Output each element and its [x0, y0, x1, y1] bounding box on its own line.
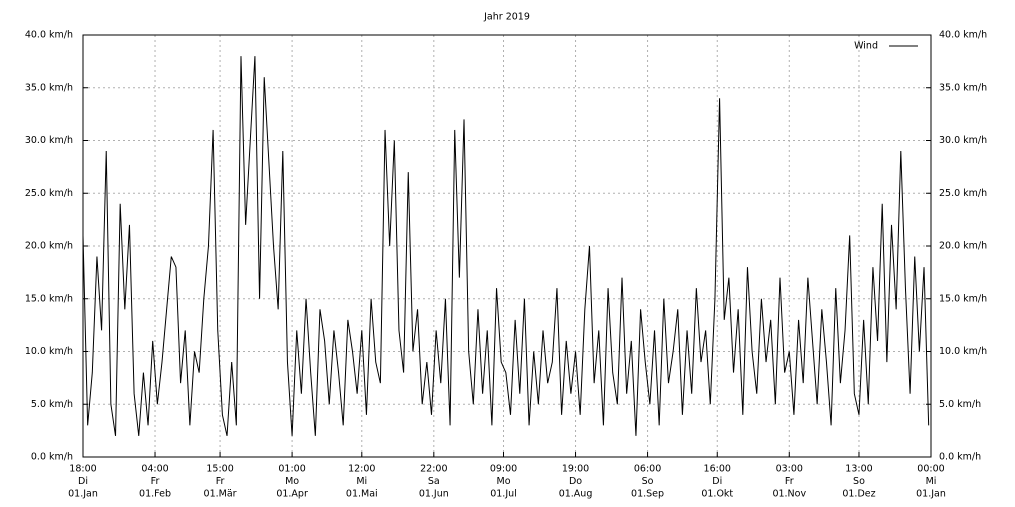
- x-tick-label: 01.Feb: [139, 489, 171, 500]
- y2-tick-label: 20.0 km/h: [939, 241, 987, 252]
- data-line: [82, 56, 930, 437]
- x-tick-label: 22:00: [420, 464, 447, 475]
- y2-tick-label: 25.0 km/h: [939, 188, 987, 199]
- x-tick-label: 01.Dez: [842, 489, 875, 500]
- y-tick-label: 0.0 km/h: [31, 452, 73, 463]
- x-tick-label: 01.Jan: [68, 489, 98, 500]
- x-tick-label: 04:00: [141, 464, 168, 475]
- x-tick-label: 01.Nov: [772, 489, 806, 500]
- y-tick-label: 35.0 km/h: [25, 82, 73, 93]
- x-tick-label: 15:00: [206, 464, 233, 475]
- y-tick-label: 25.0 km/h: [25, 188, 73, 199]
- x-tick-label: 06:00: [634, 464, 661, 475]
- y2-tick-label: 40.0 km/h: [939, 30, 987, 41]
- y-tick-label: 15.0 km/h: [25, 293, 73, 304]
- x-tick-label: Di: [712, 476, 722, 487]
- x-tick-label: Mo: [497, 476, 511, 487]
- x-tick-label: 01.Mär: [204, 489, 237, 500]
- x-tick-label: 01.Apr: [276, 489, 308, 500]
- y2-tick-label: 35.0 km/h: [939, 82, 987, 93]
- x-tick-label: 12:00: [348, 464, 375, 475]
- x-tick-label: 01.Aug: [559, 489, 593, 500]
- x-tick-label: 01.Jul: [490, 489, 517, 500]
- legend-label: Wind: [854, 41, 878, 52]
- x-tick-label: 03:00: [776, 464, 803, 475]
- x-tick-label: Do: [569, 476, 582, 487]
- x-tick-label: 01.Mai: [346, 489, 378, 500]
- y2-tick-label: 15.0 km/h: [939, 293, 987, 304]
- x-tick-label: Di: [78, 476, 88, 487]
- y2-tick-label: 30.0 km/h: [939, 135, 987, 146]
- y-tick-label: 10.0 km/h: [25, 346, 73, 357]
- x-tick-label: 01.Jan: [916, 489, 946, 500]
- x-tick-label: 01:00: [278, 464, 305, 475]
- x-tick-label: Mi: [926, 476, 937, 487]
- x-tick-label: 13:00: [845, 464, 872, 475]
- y-tick-label: 5.0 km/h: [31, 399, 73, 410]
- x-tick-label: 00:00: [917, 464, 944, 475]
- y2-tick-label: 5.0 km/h: [939, 399, 981, 410]
- x-tick-label: Fr: [151, 476, 160, 487]
- y-tick-label: 20.0 km/h: [25, 241, 73, 252]
- x-tick-label: Mi: [356, 476, 367, 487]
- y-tick-label: 30.0 km/h: [25, 135, 73, 146]
- x-tick-label: Mo: [285, 476, 299, 487]
- x-tick-label: So: [642, 476, 654, 487]
- x-tick-label: Fr: [785, 476, 794, 487]
- x-tick-label: 16:00: [704, 464, 731, 475]
- x-tick-label: Fr: [216, 476, 225, 487]
- x-tick-label: 01.Okt: [701, 489, 733, 500]
- y2-tick-label: 0.0 km/h: [939, 452, 981, 463]
- x-tick-label: 01.Sep: [631, 489, 664, 500]
- x-tick-label: So: [853, 476, 865, 487]
- x-tick-label: 19:00: [562, 464, 589, 475]
- x-tick-label: 01.Jun: [419, 489, 449, 500]
- x-tick-label: Sa: [428, 476, 440, 487]
- x-tick-label: 18:00: [69, 464, 96, 475]
- chart-title: Jahr 2019: [483, 12, 530, 23]
- y-tick-label: 40.0 km/h: [25, 30, 73, 41]
- y2-tick-label: 10.0 km/h: [939, 346, 987, 357]
- x-tick-label: 09:00: [490, 464, 517, 475]
